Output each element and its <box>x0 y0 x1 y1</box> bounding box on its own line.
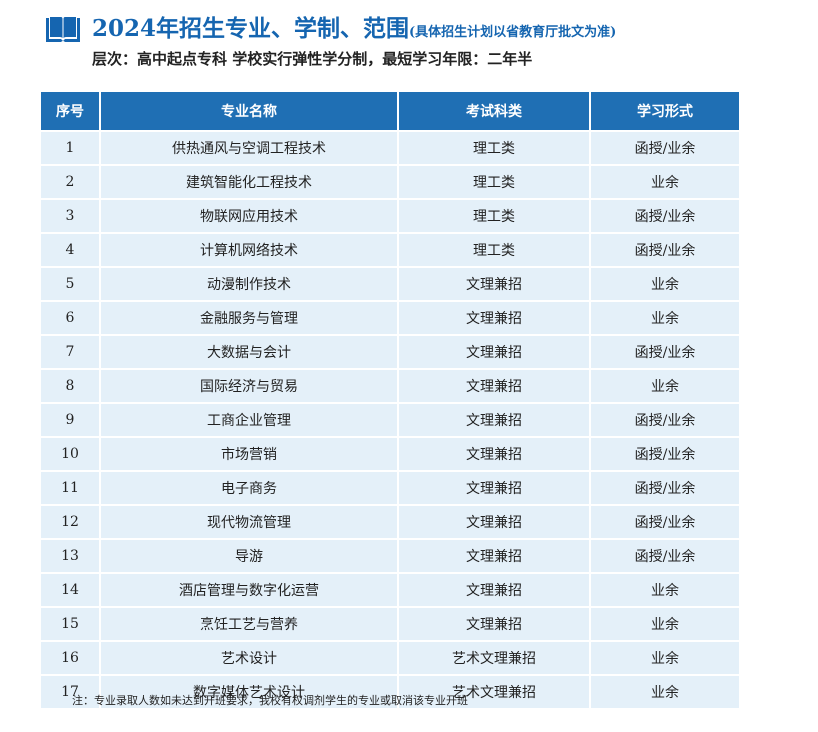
table-row: 4 计算机网络技术 理工类 函授/业余 <box>41 232 739 266</box>
row-number: 1 <box>41 130 101 164</box>
table-row: 5 动漫制作技术 文理兼招 业余 <box>41 266 739 300</box>
table-header-row: 序号 专业名称 考试科类 学习形式 <box>41 92 739 130</box>
study-form: 业余 <box>591 266 739 300</box>
row-number: 4 <box>41 232 101 266</box>
table-row: 11 电子商务 文理兼招 函授/业余 <box>41 470 739 504</box>
exam-category: 文理兼招 <box>399 504 591 538</box>
table-row: 9 工商企业管理 文理兼招 函授/业余 <box>41 402 739 436</box>
study-form: 函授/业余 <box>591 130 739 164</box>
study-form: 函授/业余 <box>591 402 739 436</box>
exam-category: 文理兼招 <box>399 402 591 436</box>
major-name: 数字媒体艺术设计 <box>101 674 399 708</box>
row-number: 5 <box>41 266 101 300</box>
major-name: 电子商务 <box>101 470 399 504</box>
row-number: 8 <box>41 368 101 402</box>
study-form: 函授/业余 <box>591 334 739 368</box>
major-name: 建筑智能化工程技术 <box>101 164 399 198</box>
page-header: 2024年招生专业、学制、范围(具体招生计划以省教育厅批文为准) <box>44 10 804 50</box>
study-form: 业余 <box>591 674 739 708</box>
exam-category: 文理兼招 <box>399 300 591 334</box>
major-name: 计算机网络技术 <box>101 232 399 266</box>
study-form: 业余 <box>591 606 739 640</box>
study-form: 业余 <box>591 640 739 674</box>
exam-category: 艺术文理兼招 <box>399 674 591 708</box>
study-form: 业余 <box>591 368 739 402</box>
major-name: 现代物流管理 <box>101 504 399 538</box>
study-form: 函授/业余 <box>591 504 739 538</box>
table-row: 7 大数据与会计 文理兼招 函授/业余 <box>41 334 739 368</box>
table-row: 13 导游 文理兼招 函授/业余 <box>41 538 739 572</box>
table-row: 1 供热通风与空调工程技术 理工类 函授/业余 <box>41 130 739 164</box>
major-name: 动漫制作技术 <box>101 266 399 300</box>
row-number: 7 <box>41 334 101 368</box>
row-number: 16 <box>41 640 101 674</box>
row-number: 13 <box>41 538 101 572</box>
exam-category: 文理兼招 <box>399 538 591 572</box>
major-name: 工商企业管理 <box>101 402 399 436</box>
exam-category: 理工类 <box>399 164 591 198</box>
table-row: 17 数字媒体艺术设计 艺术文理兼招 业余 <box>41 674 739 708</box>
exam-category: 文理兼招 <box>399 606 591 640</box>
exam-category: 文理兼招 <box>399 470 591 504</box>
table-row: 6 金融服务与管理 文理兼招 业余 <box>41 300 739 334</box>
column-header-subject: 考试科类 <box>399 92 591 130</box>
row-number: 14 <box>41 572 101 606</box>
major-name: 物联网应用技术 <box>101 198 399 232</box>
table-row: 14 酒店管理与数字化运营 文理兼招 业余 <box>41 572 739 606</box>
row-number: 9 <box>41 402 101 436</box>
exam-category: 文理兼招 <box>399 368 591 402</box>
study-form: 函授/业余 <box>591 470 739 504</box>
column-header-form: 学习形式 <box>591 92 739 130</box>
row-number: 15 <box>41 606 101 640</box>
column-header-no: 序号 <box>41 92 101 130</box>
study-form: 业余 <box>591 300 739 334</box>
exam-category: 理工类 <box>399 198 591 232</box>
study-form: 函授/业余 <box>591 538 739 572</box>
book-icon <box>46 17 80 42</box>
table-row: 10 市场营销 文理兼招 函授/业余 <box>41 436 739 470</box>
major-name: 艺术设计 <box>101 640 399 674</box>
majors-table: 序号 专业名称 考试科类 学习形式 1 供热通风与空调工程技术 理工类 函授/业余 2 建筑智能… <box>41 92 739 708</box>
study-form: 业余 <box>591 164 739 198</box>
major-name: 导游 <box>101 538 399 572</box>
footnote: 注：专业录取人数如未达到开班要求，我校有权调剂学生的专业或取消该专业开班 <box>72 694 468 707</box>
exam-category: 文理兼招 <box>399 572 591 606</box>
major-name: 国际经济与贸易 <box>101 368 399 402</box>
exam-category: 文理兼招 <box>399 436 591 470</box>
study-form: 函授/业余 <box>591 232 739 266</box>
table-body: 1 供热通风与空调工程技术 理工类 函授/业余 2 建筑智能化工程技术 理工类 业余 3 物联网应… <box>41 130 739 708</box>
page-subtitle: 层次：高中起点专科 学校实行弹性学分制，最短学习年限：二年半 <box>92 50 533 68</box>
row-number: 3 <box>41 198 101 232</box>
row-number: 12 <box>41 504 101 538</box>
table-row: 8 国际经济与贸易 文理兼招 业余 <box>41 368 739 402</box>
exam-category: 文理兼招 <box>399 266 591 300</box>
major-name: 烹饪工艺与营养 <box>101 606 399 640</box>
study-form: 函授/业余 <box>591 436 739 470</box>
row-number: 2 <box>41 164 101 198</box>
exam-category: 文理兼招 <box>399 334 591 368</box>
table-row: 15 烹饪工艺与营养 文理兼招 业余 <box>41 606 739 640</box>
table-row: 3 物联网应用技术 理工类 函授/业余 <box>41 198 739 232</box>
row-number: 11 <box>41 470 101 504</box>
study-form: 函授/业余 <box>591 198 739 232</box>
column-header-major: 专业名称 <box>101 92 399 130</box>
exam-category: 理工类 <box>399 232 591 266</box>
major-name: 金融服务与管理 <box>101 300 399 334</box>
row-number: 6 <box>41 300 101 334</box>
major-name: 酒店管理与数字化运营 <box>101 572 399 606</box>
row-number: 10 <box>41 436 101 470</box>
row-number: 17 <box>41 674 101 708</box>
major-name: 大数据与会计 <box>101 334 399 368</box>
page-title: 2024年招生专业、学制、范围(具体招生计划以省教育厅批文为准) <box>92 12 616 50</box>
major-name: 供热通风与空调工程技术 <box>101 130 399 164</box>
table-row: 12 现代物流管理 文理兼招 函授/业余 <box>41 504 739 538</box>
title-note: (具体招生计划以省教育厅批文为准) <box>409 25 617 40</box>
major-name: 市场营销 <box>101 436 399 470</box>
exam-category: 艺术文理兼招 <box>399 640 591 674</box>
exam-category: 理工类 <box>399 130 591 164</box>
study-form: 业余 <box>591 572 739 606</box>
title-main: 2024年招生专业、学制、范围 <box>92 15 410 42</box>
table-row: 16 艺术设计 艺术文理兼招 业余 <box>41 640 739 674</box>
table-row: 2 建筑智能化工程技术 理工类 业余 <box>41 164 739 198</box>
